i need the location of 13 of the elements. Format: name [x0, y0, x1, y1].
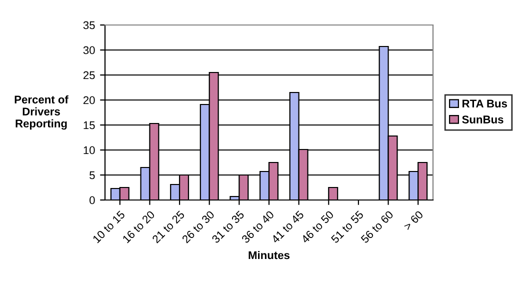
- legend-label: RTA Bus: [462, 100, 508, 108]
- x-axis-title: Minutes: [248, 250, 290, 260]
- legend-label: SunBus: [462, 116, 504, 124]
- y-tick-label: 5: [90, 171, 95, 180]
- y-tick-label: 15: [84, 121, 95, 130]
- y-tick-label: 20: [83, 96, 95, 104]
- y-tick-label: 10: [84, 146, 95, 154]
- y-tick-label: 30: [83, 46, 95, 54]
- y-tick-label: 35: [83, 21, 95, 30]
- x-tick-label: > 60: [403, 210, 424, 231]
- y-tick-label: 25: [83, 71, 95, 80]
- y-tick-label: 0: [90, 196, 95, 204]
- y-axis-title: Percent of Drivers Reporting: [14, 95, 68, 130]
